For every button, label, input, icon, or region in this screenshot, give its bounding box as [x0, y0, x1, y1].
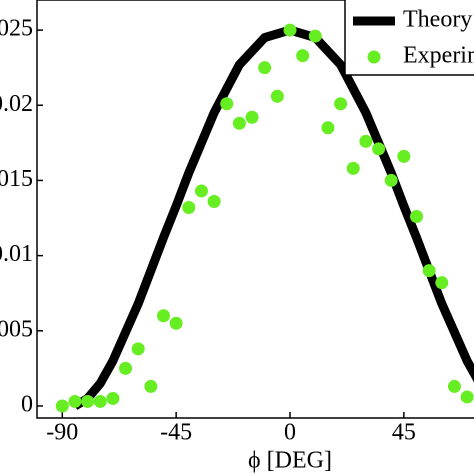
data-point [359, 134, 373, 148]
data-point [460, 390, 474, 404]
data-point [207, 194, 221, 208]
data-point [334, 97, 348, 111]
data-point [296, 49, 310, 63]
x-axis-label: ϕ [DEG] [248, 448, 332, 474]
data-point [55, 399, 69, 413]
data-point [220, 97, 234, 111]
data-point [422, 264, 436, 278]
data-point [321, 121, 335, 135]
y-tick-label: 0.005 [0, 316, 33, 342]
data-point [410, 210, 423, 224]
data-point [93, 394, 107, 408]
data-point [106, 391, 120, 405]
x-tick-label: -90 [46, 420, 78, 446]
x-tick-label: 45 [392, 420, 416, 446]
y-tick-label: 0 [21, 391, 33, 417]
y-tick-label: 0.015 [0, 166, 33, 192]
data-point [258, 61, 272, 75]
data-point [81, 394, 95, 408]
data-point [194, 184, 208, 198]
x-tick-label: -45 [160, 420, 192, 446]
data-point [182, 200, 196, 214]
data-point [144, 379, 158, 393]
data-point [157, 309, 170, 323]
data-point [384, 173, 398, 187]
data-point [68, 394, 82, 408]
legend-box [344, 0, 474, 76]
data-point [372, 142, 386, 156]
data-point [308, 29, 322, 43]
data-point [283, 23, 297, 37]
legend-label: Theory [403, 7, 472, 33]
data-point [397, 149, 411, 163]
data-point [245, 110, 259, 124]
legend-marker [367, 50, 381, 64]
data-point [131, 342, 145, 356]
legend-label: Experiment [403, 43, 474, 69]
y-tick-label: 0.02 [0, 91, 33, 117]
y-tick-label: 0.01 [0, 241, 33, 267]
y-tick-label: 0.025 [0, 16, 33, 42]
data-point [447, 379, 461, 393]
data-point [232, 116, 246, 130]
data-point [270, 89, 284, 103]
data-point [119, 361, 133, 375]
x-tick-label: 0 [284, 420, 296, 446]
data-point [435, 276, 449, 290]
data-point [169, 316, 183, 330]
data-point [346, 161, 360, 175]
